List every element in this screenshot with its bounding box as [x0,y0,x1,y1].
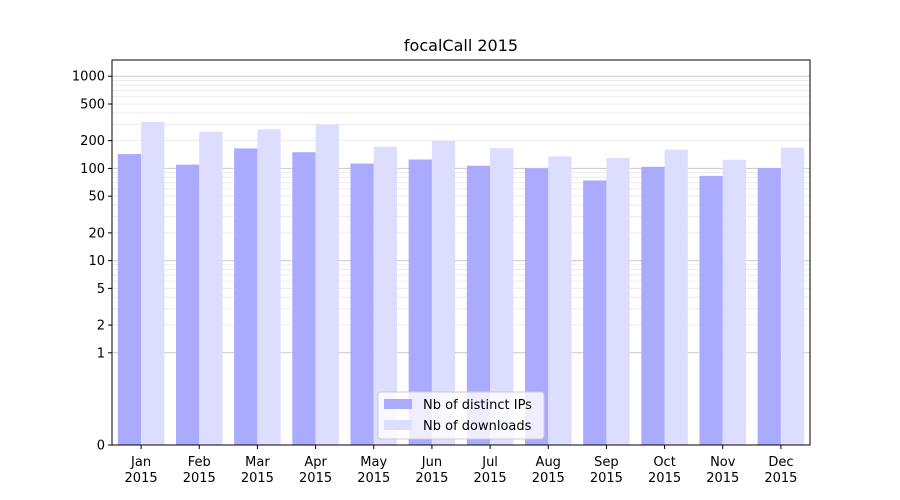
x-tick-label-year: 2015 [415,471,448,486]
axes: 01251020501002005001000Jan2015Feb2015Mar… [72,70,798,486]
x-tick-label-year: 2015 [764,471,797,486]
bar-downloads [199,131,223,446]
legend-swatch [384,420,412,430]
y-tick-label: 5 [97,282,105,297]
x-tick-label-month: Jun [421,455,442,470]
x-tick-label-year: 2015 [357,471,390,486]
x-tick-label-year: 2015 [241,471,274,486]
grid [112,75,810,354]
y-tick-label: 200 [80,134,105,149]
bar-downloads [490,148,514,446]
x-tick-label-year: 2015 [706,471,739,486]
y-tick-label: 20 [88,226,105,241]
legend-box [377,391,545,440]
x-tick-label-month: Feb [188,455,211,470]
bar-distinct-ips [699,175,723,445]
x-tick-label-month: Oct [653,455,675,470]
bar-distinct-ips [175,164,200,445]
x-tick-label-month: Mar [245,455,270,470]
x-tick-label-month: Jul [481,455,498,470]
bar-downloads [257,129,281,445]
bar-downloads [315,124,339,445]
x-tick-label-month: Apr [304,455,327,470]
bar-downloads [431,140,456,445]
bar-downloads [606,157,630,446]
bar-distinct-ips [350,163,374,445]
legend: Nb of distinct IPs Nb of downloads [377,391,545,440]
bar-distinct-ips [292,152,316,445]
chart-title: focalCall 2015 [404,36,518,55]
x-tick-label-month: Sep [594,455,619,470]
bar-downloads [141,121,165,445]
bar-distinct-ips [234,148,258,445]
x-tick-label-month: Nov [710,455,736,470]
y-tick-label: 1000 [72,70,105,85]
y-tick-label: 1 [97,346,105,361]
bar-distinct-ips [117,154,142,445]
x-tick-label-month: Aug [536,455,561,470]
legend-label: Nb of downloads [423,419,532,434]
bar-distinct-ips [524,168,549,445]
bar-downloads [780,147,805,445]
plot-area-frame [111,59,811,446]
bar-downloads [722,159,747,445]
y-tick-label: 0 [97,439,105,454]
y-tick-label: 100 [80,162,105,177]
bar-distinct-ips [583,180,607,445]
x-tick-label-year: 2015 [474,471,507,486]
bar-distinct-ips [408,159,432,445]
bar-distinct-ips [757,168,781,445]
x-tick-label-year: 2015 [183,471,216,486]
bar-distinct-ips [466,165,491,445]
x-tick-label-month: Jan [130,455,151,470]
x-tick-label-year: 2015 [648,471,681,486]
x-tick-label-year: 2015 [532,471,565,486]
y-tick-label: 500 [80,97,105,112]
x-tick-label-month: Dec [768,455,793,470]
x-tick-label-month: May [360,455,387,470]
bar-downloads [548,156,572,446]
y-tick-label: 50 [88,190,105,205]
bar-distinct-ips [641,166,665,445]
legend-label: Nb of distinct IPs [423,398,532,413]
bars [117,121,805,446]
x-tick-label-year: 2015 [590,471,623,486]
bar-downloads [373,146,398,446]
y-tick-label: 2 [97,319,105,334]
y-tick-label: 10 [88,254,105,269]
legend-swatch [384,399,412,409]
x-tick-label-year: 2015 [299,471,332,486]
bar-downloads [664,149,688,445]
x-tick-label-year: 2015 [125,471,158,486]
